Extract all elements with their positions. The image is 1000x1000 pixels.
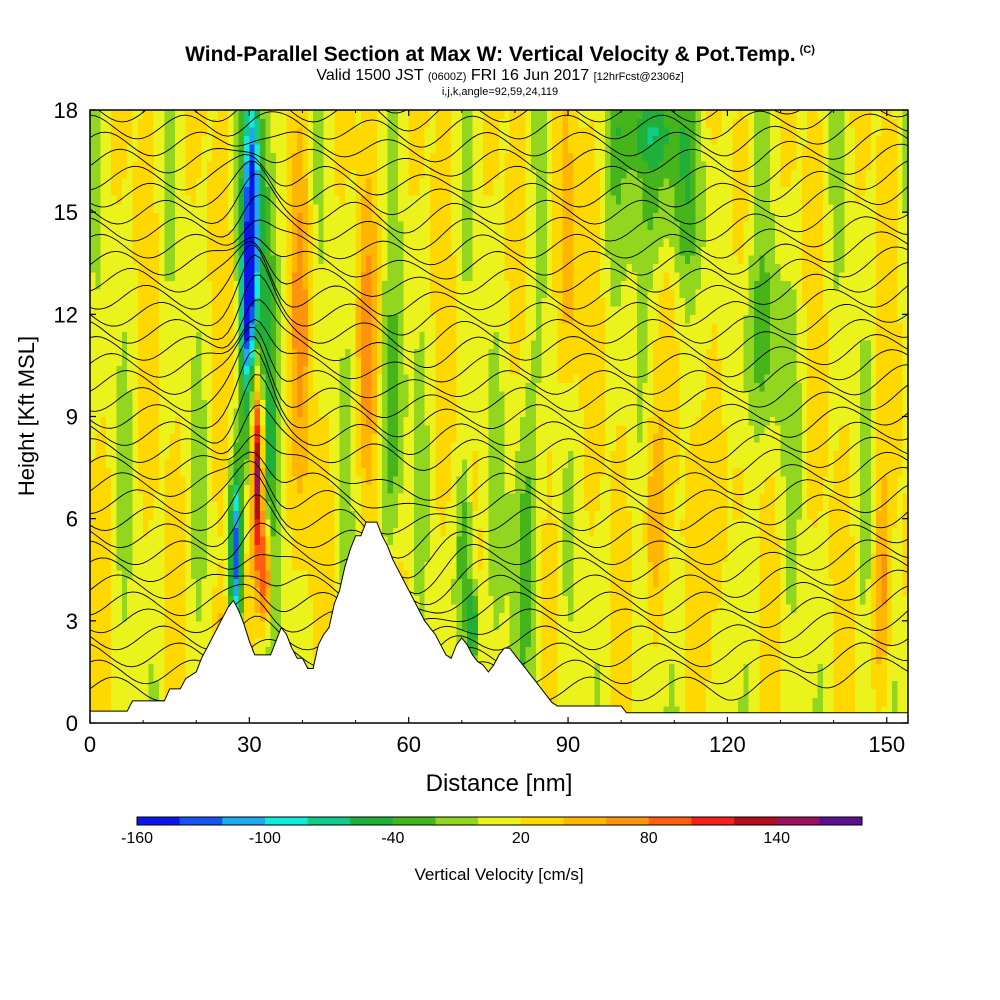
x-tick-label: 0: [84, 732, 96, 757]
x-tick-label: 120: [709, 732, 746, 757]
colorbar-swatch: [691, 817, 735, 825]
x-tick-label: 150: [868, 732, 905, 757]
colorbar-swatch: [264, 817, 309, 825]
title-tag: (C): [799, 44, 815, 56]
y-tick-label: 15: [54, 200, 78, 225]
isentrope-line: [90, 336, 908, 418]
y-tick-label: 0: [66, 711, 78, 736]
isentrope-line: [90, 473, 908, 559]
colorbar-frame: [136, 816, 863, 826]
y-tick-label: 6: [66, 507, 78, 532]
isentrope-line: [90, 274, 908, 353]
isentrope-line: [90, 143, 908, 196]
isentrope-line: [90, 240, 908, 297]
isentrope-line: [90, 254, 908, 336]
section-params: i,j,k,angle=92,59,24,119: [441, 86, 559, 98]
isentrope-line: [97, 110, 801, 132]
colorbar-tick-label: 140: [763, 830, 790, 847]
colorbar-swatch: [776, 817, 820, 825]
isentrope-line: [90, 374, 908, 455]
colorbar: -160 -100 -40 20 80 140: [121, 816, 863, 847]
x-tick-label: 60: [396, 732, 420, 757]
x-axis-label: Distance [nm]: [426, 770, 573, 797]
isentrope-line: [90, 554, 908, 614]
colorbar-swatch: [563, 817, 607, 825]
isentrope-line: [90, 404, 908, 471]
colorbar-swatch: [819, 817, 863, 825]
isentrope-line: [90, 451, 908, 509]
isentrope-line: [90, 569, 908, 635]
colorbar-label: Vertical Velocity [cm/s]: [414, 865, 583, 884]
potential-temperature-contours: [90, 110, 908, 719]
colorbar-swatch: [307, 817, 351, 825]
terrain-mask: [90, 521, 908, 723]
isentrope-line: [90, 349, 908, 438]
isentrope-line: [90, 231, 908, 280]
x-tick-label: 90: [556, 732, 580, 757]
colorbar-swatch: [392, 817, 437, 825]
isentrope-line: [90, 539, 908, 606]
title-block: Wind-Parallel Section at Max W: Vertical…: [0, 38, 1000, 98]
chart-title: Wind-Parallel Section at Max W: Vertical…: [185, 43, 815, 66]
isentrope-line: [384, 110, 407, 114]
isentrope-line: [90, 216, 908, 266]
y-tick-label: 9: [66, 405, 78, 430]
colorbar-swatch: [734, 817, 778, 825]
colorbar-tick-label: -100: [249, 830, 281, 847]
valid-utc: (0600Z): [427, 71, 467, 83]
colorbar-swatch: [648, 817, 692, 825]
isentrope-line: [90, 110, 908, 148]
y-tick-label: 12: [54, 302, 78, 327]
y-tick-label: 3: [66, 609, 78, 634]
colorbar-swatch: [137, 817, 181, 825]
isentrope-line: [90, 244, 908, 317]
isentrope-line: [90, 299, 908, 368]
isentrope-line: [90, 494, 908, 579]
colorbar-swatch: [520, 817, 564, 825]
colorbar-swatch: [606, 817, 650, 825]
isentrope-line: [90, 173, 908, 234]
colorbar-swatch: [435, 817, 479, 825]
isentrope-line: [90, 318, 908, 383]
isentrope-line: [90, 327, 908, 399]
colorbar-tick-label: -40: [381, 830, 404, 847]
isentrope-line: [90, 113, 908, 163]
isentrope-line: [90, 522, 908, 594]
y-tick-label: 18: [54, 98, 78, 123]
isentrope-line: [90, 160, 908, 216]
chart-subtitle: Valid 1500 JST (0600Z) FRI 16 Jun 2017 […: [316, 67, 684, 84]
colorbar-swatch: [478, 817, 522, 825]
isentrope-line: [90, 460, 908, 535]
colorbar-swatch: [179, 817, 223, 825]
isentrope-line: [90, 434, 908, 501]
colorbar-tick-label: -160: [121, 830, 153, 847]
isentrope-line: [90, 128, 908, 177]
isentrope-line: [90, 194, 908, 251]
colorbar-swatch: [350, 817, 394, 825]
y-axis: 0 3 6 9 12 15 18: [54, 98, 908, 736]
colorbar-tick-label: 20: [512, 830, 530, 847]
colorbar-swatch: [222, 817, 266, 825]
forecast-info: [12hrFcst@2306z]: [593, 71, 684, 83]
y-axis-label: Height [Kft MSL]: [14, 336, 39, 496]
x-tick-label: 30: [237, 732, 261, 757]
x-axis: 0 30 60 90 120 150: [84, 110, 905, 757]
colorbar-tick-label: 80: [640, 830, 658, 847]
